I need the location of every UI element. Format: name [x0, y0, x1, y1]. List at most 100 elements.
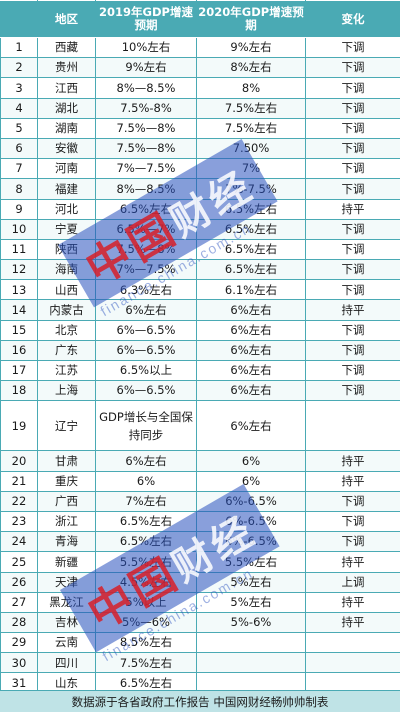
header-region: 地区	[38, 1, 96, 38]
row-number: 17	[1, 361, 38, 381]
gdp-2020-cell: 7%	[197, 159, 306, 179]
gdp-2020-cell: 6%左右	[197, 361, 306, 381]
region-cell: 吉林	[38, 612, 96, 632]
region-cell: 河南	[38, 159, 96, 179]
region-cell: 宁夏	[38, 219, 96, 239]
change-cell: 持平	[306, 471, 400, 491]
region-cell: 北京	[38, 320, 96, 340]
gdp-2020-cell: 7.50%	[197, 138, 306, 158]
gdp-2020-cell	[197, 653, 306, 673]
change-cell: 下调	[306, 340, 400, 360]
gdp-2020-cell: 7.5%左右	[197, 118, 306, 138]
gdp-2019-cell: 9%左右	[96, 58, 197, 78]
gdp-2020-cell: 6%-6.5%	[197, 491, 306, 511]
gdp-2020-cell: 5%左右	[197, 592, 306, 612]
change-cell: 下调	[306, 78, 400, 98]
row-number: 28	[1, 612, 38, 632]
gdp-2020-cell: 6%-6.5%	[197, 511, 306, 531]
region-cell: 上海	[38, 381, 96, 401]
region-cell: 江西	[38, 78, 96, 98]
row-number: 21	[1, 471, 38, 491]
gdp-2020-cell: 6.5%左右	[197, 260, 306, 280]
row-number: 9	[1, 199, 38, 219]
row-number: 16	[1, 340, 38, 360]
row-number: 13	[1, 280, 38, 300]
gdp-2019-cell: 6%左右	[96, 451, 197, 471]
gdp-2019-cell: 6.5%以上	[96, 361, 197, 381]
region-cell: 广东	[38, 340, 96, 360]
gdp-2019-cell: 6%	[96, 471, 197, 491]
header-num	[1, 1, 38, 38]
change-cell: 下调	[306, 511, 400, 531]
region-cell: 湖南	[38, 118, 96, 138]
region-cell: 西藏	[38, 38, 96, 58]
gdp-2020-cell: 6%左右	[197, 340, 306, 360]
gdp-2020-cell: 6%左右	[197, 401, 306, 451]
gdp-2019-cell: 8%—8.5%	[96, 179, 197, 199]
source-footer: 数据源于各省政府工作报告 中国网财经畅帅帅制表	[0, 690, 400, 712]
region-cell: 青海	[38, 532, 96, 552]
gdp-2020-cell: 6.5%左右	[197, 239, 306, 259]
change-cell: 下调	[306, 491, 400, 511]
row-number: 23	[1, 511, 38, 531]
region-cell: 辽宁	[38, 401, 96, 451]
row-number: 1	[1, 38, 38, 58]
gdp-2020-cell: 6%左右	[197, 320, 306, 340]
gdp-2020-cell: 6%	[197, 471, 306, 491]
region-cell: 陕西	[38, 239, 96, 259]
region-cell: 甘肃	[38, 451, 96, 471]
change-cell: 下调	[306, 118, 400, 138]
row-number: 3	[1, 78, 38, 98]
row-number: 26	[1, 572, 38, 592]
gdp-2019-cell: 4.5%左右	[96, 572, 197, 592]
region-cell: 云南	[38, 633, 96, 653]
gdp-2020-cell: 6%左右	[197, 300, 306, 320]
region-cell: 黑龙江	[38, 592, 96, 612]
change-cell	[306, 653, 400, 673]
region-cell: 贵州	[38, 58, 96, 78]
row-number: 29	[1, 633, 38, 653]
row-number: 14	[1, 300, 38, 320]
row-number: 18	[1, 381, 38, 401]
gdp-2019-cell: 7%—7.5%	[96, 260, 197, 280]
change-cell: 下调	[306, 320, 400, 340]
row-number: 8	[1, 179, 38, 199]
gdp-2020-cell: 9%左右	[197, 38, 306, 58]
gdp-2019-cell: 5.5%左右	[96, 552, 197, 572]
change-cell: 下调	[306, 239, 400, 259]
change-cell: 持平	[306, 612, 400, 632]
change-cell: 下调	[306, 98, 400, 118]
row-number: 20	[1, 451, 38, 471]
gdp-2019-cell: 6%—6.5%	[96, 340, 197, 360]
gdp-2020-cell: 8%左右	[197, 58, 306, 78]
change-cell: 下调	[306, 280, 400, 300]
region-cell: 浙江	[38, 511, 96, 531]
row-number: 22	[1, 491, 38, 511]
gdp-2019-cell: 7%左右	[96, 491, 197, 511]
change-cell: 下调	[306, 179, 400, 199]
gdp-2019-cell: 6%—6.5%	[96, 381, 197, 401]
region-cell: 山西	[38, 280, 96, 300]
gdp-2020-cell	[197, 633, 306, 653]
gdp-2019-cell: 6.5%左右	[96, 511, 197, 531]
region-cell: 内蒙古	[38, 300, 96, 320]
gdp-2019-cell: 6.5%—7%	[96, 219, 197, 239]
